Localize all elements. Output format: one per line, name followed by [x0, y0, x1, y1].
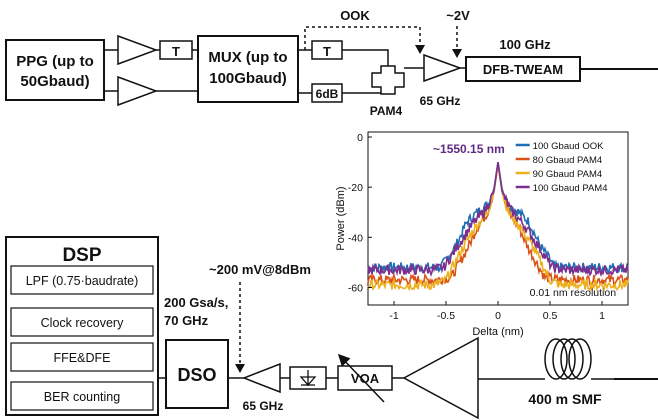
ppg-block: PPG (up to 50Gbaud)	[5, 39, 105, 101]
dsp-step-ffe-label: FFE&DFE	[54, 351, 111, 365]
photodiode-icon	[289, 366, 327, 390]
mux-label-line2: 100Gbaud)	[209, 70, 287, 87]
dso-spec-line2: 70 GHz	[164, 313, 209, 328]
y-tick-label-3: -60	[348, 282, 363, 294]
resolution-note: 0.01 nm resolution	[530, 287, 617, 299]
dsp-panel: DSP LPF (0.75·baudrate) Clock recovery F…	[5, 236, 159, 416]
legend: 100 Gbaud OOK 80 Gbaud PAM4 90 Gbaud PAM4 1…	[515, 141, 608, 194]
power-label: ~200 mV@8dBm	[209, 262, 311, 277]
dso-spec-line1: 200 Gsa/s,	[164, 295, 228, 310]
dsp-step-clock	[10, 307, 154, 337]
voa-adjust-arrow	[337, 353, 385, 403]
optical-spectrum-chart: -1 -0.5 0 0.5 1 0 -20 -40 -60 Delta (nm) Power (…	[335, 131, 629, 338]
delay-line-mux: T	[311, 40, 343, 60]
delay-symbol-upper: T	[172, 44, 180, 59]
dsp-step-ffe	[10, 342, 154, 372]
smf-label: 400 m SMF	[528, 391, 602, 407]
ppg-label-line1: PPG (up to	[16, 53, 94, 70]
ook-bypass-path	[304, 26, 421, 50]
y-tick-label-0: 0	[357, 132, 363, 144]
legend-label-3: 100 Gbaud PAM4	[533, 183, 608, 194]
rx-amp-bandwidth: 65 GHz	[243, 399, 284, 413]
dsp-step-clock-label: Clock recovery	[41, 316, 124, 330]
legend-label-0: 100 Gbaud OOK	[533, 141, 604, 152]
bias-voltage: ~2V	[446, 8, 470, 23]
driver-amp-bandwidth: 65 GHz	[420, 94, 461, 108]
y-axis-label: Power (dBm)	[335, 186, 347, 250]
mux-block: MUX (up to 100Gbaud)	[197, 35, 299, 103]
voa-label: VOA	[351, 371, 380, 386]
delay-line-upper: T	[159, 40, 193, 60]
legend-label-2: 90 Gbaud PAM4	[533, 169, 603, 180]
y-tick-label-1: -20	[348, 182, 363, 194]
attenuator-6db: 6dB	[311, 83, 343, 103]
dfb-bandwidth: 100 GHz	[499, 37, 551, 52]
series-line-3	[367, 161, 629, 278]
fiber-spool-icon	[478, 338, 614, 380]
dsp-step-ber-label: BER counting	[44, 390, 120, 404]
voa-block: VOA	[337, 365, 393, 391]
dso-label: DSO	[177, 365, 216, 385]
dfb-label: DFB-TWEAM	[483, 62, 563, 77]
dfb-tweam-block: DFB-TWEAM	[465, 56, 581, 82]
axes-group: -1 -0.5 0 0.5 1 0 -20 -40 -60	[348, 132, 605, 322]
driver-amplifier-top	[423, 53, 463, 83]
x-axis-label: Delta (nm)	[472, 326, 523, 338]
attenuator-label: 6dB	[316, 87, 339, 101]
dsp-title: DSP	[62, 245, 101, 266]
dsp-step-ber	[10, 381, 154, 411]
x-tick-label-0: -1	[389, 310, 398, 322]
delay-symbol-mux: T	[323, 44, 331, 59]
x-tick-label-4: 1	[599, 310, 605, 322]
ppg-label-line2: 50Gbaud)	[20, 73, 89, 90]
series-group	[367, 161, 629, 293]
mux-label-line1: MUX (up to	[208, 49, 287, 66]
x-tick-label-3: 0.5	[543, 310, 558, 322]
dsp-step-lpf-label: LPF (0.75·baudrate)	[26, 274, 139, 288]
optical-amplifier	[402, 336, 479, 420]
rx-amplifier	[241, 362, 281, 394]
peak-wavelength-annotation: ~1550.15 nm	[433, 142, 505, 156]
legend-label-1: 80 Gbaud PAM4	[533, 155, 603, 166]
pam4-combiner	[371, 65, 405, 95]
pam4-label: PAM4	[370, 104, 403, 118]
ook-label: OOK	[340, 8, 370, 23]
x-tick-label-1: -0.5	[437, 310, 455, 322]
x-tick-label-2: 0	[495, 310, 501, 322]
dso-block: DSO	[165, 339, 229, 409]
dsp-step-lpf	[10, 265, 154, 295]
ppg-amplifier-upper	[117, 34, 159, 66]
ppg-amplifier-lower	[117, 75, 159, 107]
y-tick-label-2: -40	[348, 232, 363, 244]
